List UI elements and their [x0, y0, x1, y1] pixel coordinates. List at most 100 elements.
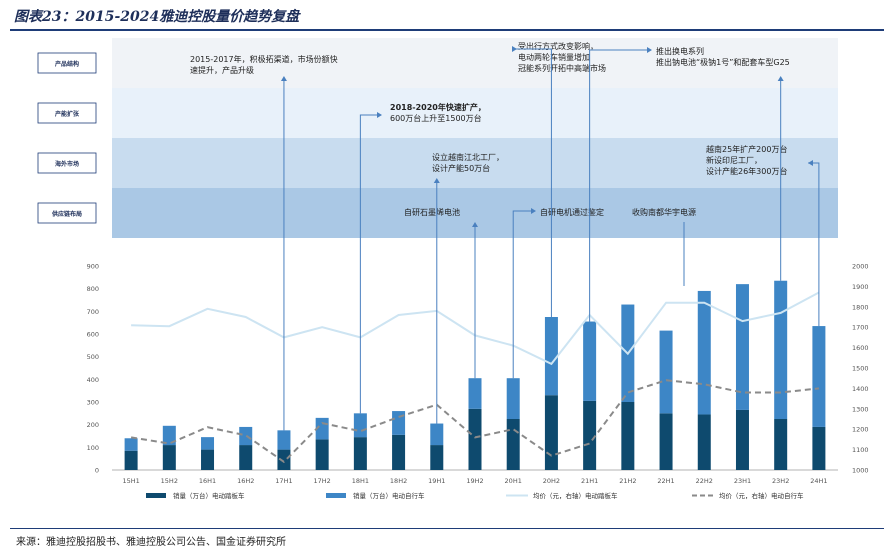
figure-title: 图表23：2015-2024雅迪控股量价趋势复盘 [14, 9, 300, 25]
x-tick-label: 20H1 [505, 477, 522, 485]
annotation-line: 设立越南江北工厂， [432, 152, 504, 162]
annotation-line: 2015-2017年，积极拓渠道，市场份额快 [190, 54, 338, 64]
arrow-graphene-head [472, 222, 478, 227]
lane-label-box [37, 52, 97, 74]
annotation-line: 推出钠电池“极钠1号”和配套车型G25 [656, 57, 790, 67]
x-tick-label: 24H1 [810, 477, 827, 485]
bar-scooter [774, 419, 788, 470]
bar-scooter [812, 426, 826, 470]
annotation: 设立越南江北工厂，设计产能50万台 [432, 152, 504, 173]
x-tick-label: 23H2 [772, 477, 789, 485]
annotation-line: 冠能系列开拓中高端市场 [518, 63, 606, 73]
lane-label: 产能扩张 [55, 110, 80, 118]
bar-scooter [201, 449, 215, 470]
bar-bicycle [124, 438, 138, 451]
x-tick-label: 19H1 [428, 477, 445, 485]
annotation-line: 越南25年扩产200万台 [706, 144, 787, 154]
bar-scooter [697, 414, 711, 470]
x-tick-label: 18H2 [390, 477, 407, 485]
x-tick-label: 22H2 [696, 477, 713, 485]
bar-bicycle [506, 378, 520, 419]
arrow-sodium-head [777, 76, 784, 81]
annotation-line: 2018-2020年快速扩产， [390, 102, 486, 112]
bar-bicycle [812, 326, 826, 427]
annotation-line: 受出行方式改变影响， [518, 41, 598, 51]
y2-tick-label: 1600 [852, 344, 869, 352]
bar-scooter [392, 434, 406, 470]
annotation: 自研电机通过鉴定 [540, 207, 604, 217]
lane-label-box [37, 152, 97, 174]
y-tick-label: 400 [87, 376, 99, 384]
source-rule [10, 528, 884, 529]
y2-tick-label: 2000 [852, 263, 869, 271]
bar-bicycle [430, 423, 444, 446]
y2-tick-label: 1400 [852, 385, 869, 393]
legend-label: 均价（元，右轴）电动自行车 [719, 491, 804, 500]
bar-bicycle [239, 426, 253, 446]
arrow-demand-head [512, 46, 517, 52]
annotation-line: 收购南都华宇电源 [632, 207, 696, 217]
y2-tick-label: 1200 [852, 426, 869, 434]
y-tick-label: 300 [87, 399, 99, 407]
annotation-line: 自研石墨烯电池 [404, 207, 460, 217]
bar-scooter [315, 439, 329, 470]
x-tick-label: 16H2 [237, 477, 254, 485]
x-tick-label: 22H1 [657, 477, 674, 485]
y2-tick-label: 1100 [852, 446, 869, 454]
source-note: 来源：雅迪控股招股书、雅迪控股公司公告、国金证券研究所 [16, 537, 286, 548]
y-tick-label: 200 [87, 421, 99, 429]
bar-scooter [506, 419, 520, 470]
x-tick-label: 21H1 [581, 477, 598, 485]
lane-label: 海外市场 [55, 160, 79, 168]
arrow-demand [513, 48, 552, 317]
arrow-swap-head [647, 47, 652, 53]
annotation-line: 推出换电系列 [656, 46, 704, 56]
x-tick-label: 18H1 [352, 477, 369, 485]
annotation-line: 设计产能50万台 [432, 163, 490, 173]
bar-bicycle [277, 430, 291, 450]
y-tick-label: 800 [87, 285, 99, 293]
y-tick-label: 500 [87, 353, 99, 361]
bar-scooter [239, 445, 253, 470]
legend-label: 销量（万台）电动踏板车 [173, 491, 245, 500]
bar-bicycle [735, 284, 749, 410]
bar-bicycle [774, 280, 788, 419]
bar-scooter [621, 402, 635, 470]
arrow-motor-head [531, 208, 536, 214]
annotation: 2018-2020年快速扩产，600万台上升至1500万台 [390, 102, 486, 123]
bar-bicycle [697, 290, 711, 415]
arrow-expansion-head [377, 112, 382, 118]
x-tick-label: 23H1 [734, 477, 751, 485]
y-tick-label: 700 [87, 308, 99, 316]
arrow-motor [512, 210, 532, 379]
arrow-2015-2017-head [280, 76, 287, 81]
bar-scooter [124, 450, 138, 470]
bar-bicycle [353, 413, 367, 438]
y2-tick-label: 1900 [852, 283, 869, 291]
lane-band [112, 38, 838, 88]
bar-bicycle [468, 378, 482, 409]
x-tick-label: 16H1 [199, 477, 216, 485]
bar-bicycle [162, 425, 176, 446]
legend-swatch [146, 493, 166, 498]
bar-scooter [162, 445, 176, 470]
y-tick-label: 900 [87, 263, 99, 271]
annotation-line: 新设印尼工厂， [706, 155, 762, 165]
annotation-line: 设计产能26年300万台 [706, 166, 787, 176]
lane-label-box [37, 102, 97, 124]
y2-tick-label: 1800 [852, 303, 869, 311]
annotation-line: 电动两轮车销量增加 [518, 52, 590, 62]
bar-scooter [735, 409, 749, 470]
title-rule [10, 29, 884, 31]
lane-band [112, 88, 838, 138]
y-tick-label: 0 [95, 467, 99, 475]
annotation: 自研石墨烯电池 [404, 207, 460, 217]
annotation-line: 600万台上升至1500万台 [390, 113, 482, 123]
arrow-indonesia-head [808, 160, 813, 166]
y2-tick-label: 1000 [852, 467, 869, 475]
legend-label: 均价（元，右轴）电动踏板车 [533, 491, 618, 500]
